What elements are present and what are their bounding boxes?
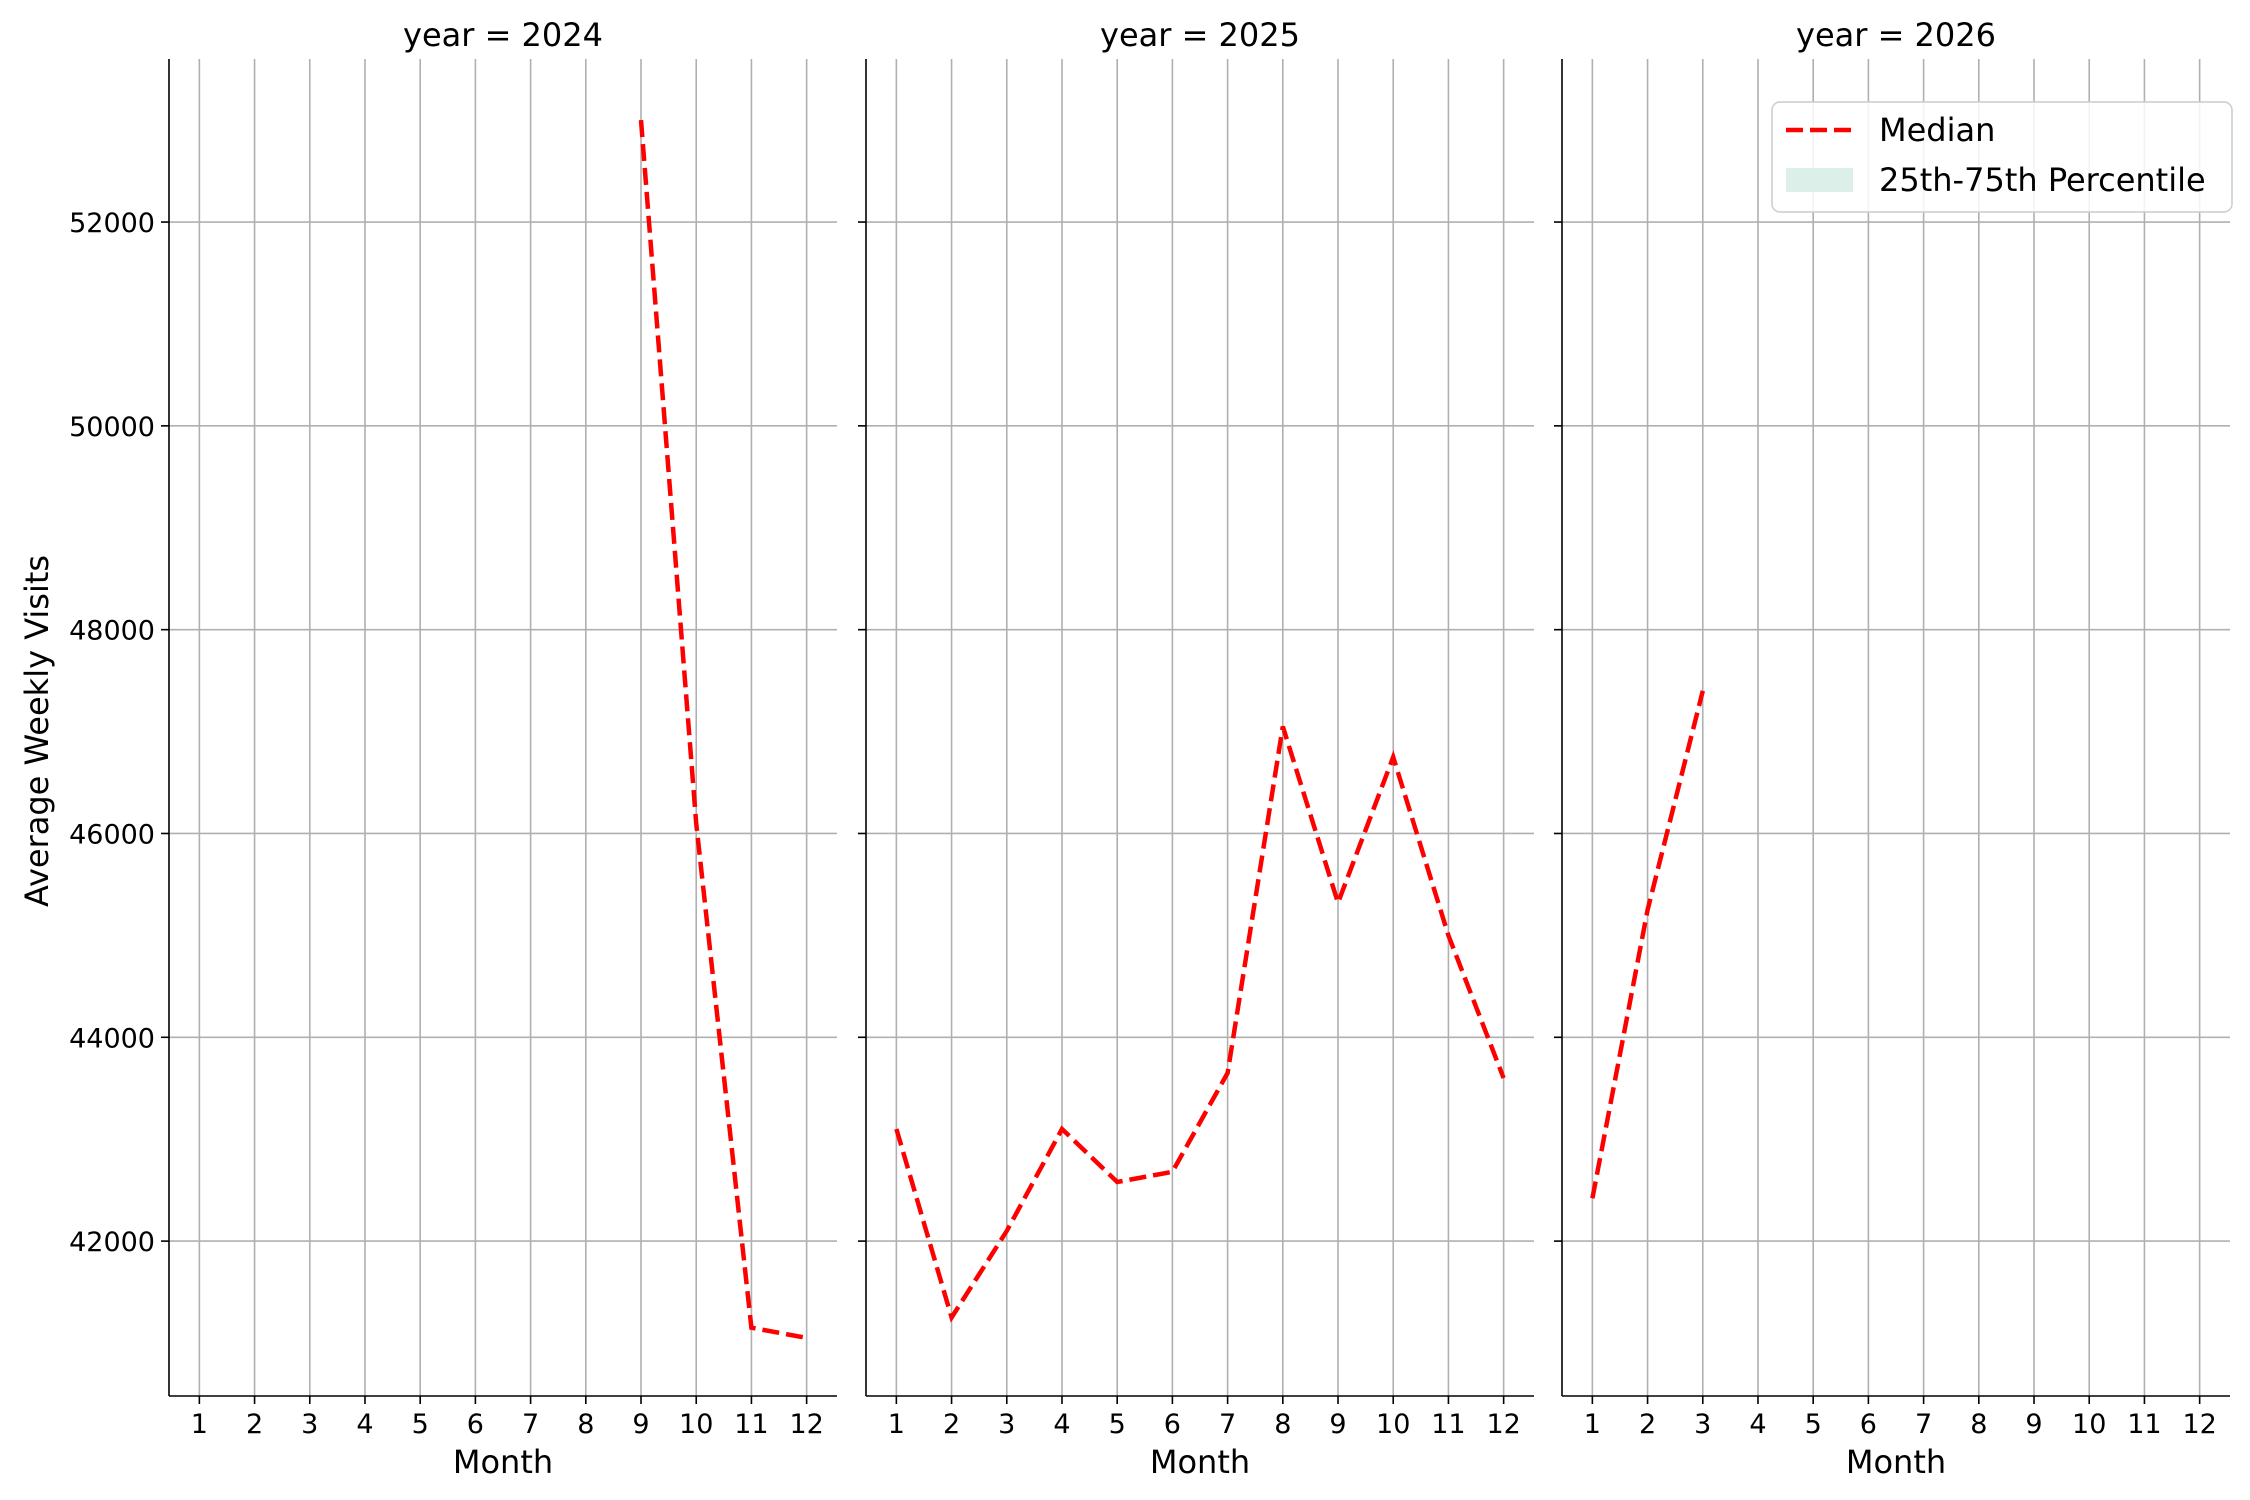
x-tick-label: 6	[467, 1409, 484, 1440]
y-axis-label: Average Weekly Visits	[18, 555, 56, 907]
panels-layer: 1 2 3 4 5 6 7 8 9 10 11 124200044000460004800050000…	[69, 16, 2230, 1481]
x-tick-label: 5	[1109, 1409, 1126, 1440]
x-tick-label: 3	[1694, 1409, 1711, 1440]
legend-frame	[1771, 101, 2233, 213]
x-tick-label: 4	[1749, 1409, 1766, 1440]
x-tick-label: 7	[1219, 1409, 1236, 1440]
y-tick-label: 46000	[69, 819, 155, 850]
y-tick-label: 44000	[69, 1023, 155, 1054]
x-tick-label: 7	[522, 1409, 539, 1440]
legend: Median 25th-75th Percentile	[1771, 101, 2233, 213]
x-tick-label: 4	[356, 1409, 373, 1440]
x-tick-label: 1	[1584, 1409, 1601, 1440]
x-tick-label: 6	[1164, 1409, 1181, 1440]
legend-median-label: Median	[1879, 111, 1995, 149]
x-tick-label: 1	[888, 1409, 905, 1440]
x-tick-label: 7	[1915, 1409, 1932, 1440]
x-tick-label: 5	[1805, 1409, 1822, 1440]
x-tick-label: 1	[191, 1409, 208, 1440]
y-tick-label: 42000	[69, 1227, 155, 1258]
x-tick-label: 12	[1486, 1409, 1520, 1440]
panel-title: year = 2026	[1796, 16, 1996, 54]
y-tick-label: 50000	[69, 412, 155, 443]
x-tick-label: 10	[679, 1409, 713, 1440]
x-tick-label: 2	[943, 1409, 960, 1440]
x-tick-label: 8	[1970, 1409, 1987, 1440]
x-tick-label: 9	[2025, 1409, 2042, 1440]
y-tick-label: 48000	[69, 616, 155, 647]
x-tick-label: 8	[577, 1409, 594, 1440]
median-line	[638, 119, 808, 1341]
x-tick-label: 2	[246, 1409, 263, 1440]
median-line	[1590, 690, 1705, 1199]
panel-title: year = 2025	[1100, 16, 1300, 54]
panel-1: 1 2 3 4 5 6 7 8 9 10 11 124200044000460004800050000…	[69, 16, 837, 1481]
x-axis-label: Month	[1846, 1443, 1946, 1481]
x-tick-label: 9	[1329, 1409, 1346, 1440]
x-tick-label: 10	[1376, 1409, 1410, 1440]
median-line	[894, 725, 1506, 1323]
x-tick-label: 6	[1860, 1409, 1877, 1440]
x-tick-label: 12	[2182, 1409, 2216, 1440]
panel-title: year = 2024	[403, 16, 603, 54]
x-tick-label: 11	[734, 1409, 768, 1440]
y-tick-label: 52000	[69, 208, 155, 239]
x-tick-label: 12	[789, 1409, 823, 1440]
x-tick-label: 4	[1053, 1409, 1070, 1440]
x-tick-label: 11	[2127, 1409, 2161, 1440]
x-tick-label: 8	[1274, 1409, 1291, 1440]
x-tick-label: 10	[2072, 1409, 2106, 1440]
x-axis-label: Month	[453, 1443, 553, 1481]
legend-percentile-swatch	[1786, 168, 1853, 192]
x-tick-label: 2	[1639, 1409, 1656, 1440]
legend-percentile-label: 25th-75th Percentile	[1879, 161, 2206, 199]
x-axis-label: Month	[1150, 1443, 1250, 1481]
x-tick-label: 11	[1431, 1409, 1465, 1440]
x-tick-label: 5	[412, 1409, 429, 1440]
x-tick-label: 3	[301, 1409, 318, 1440]
x-tick-label: 3	[998, 1409, 1015, 1440]
x-tick-label: 9	[632, 1409, 649, 1440]
